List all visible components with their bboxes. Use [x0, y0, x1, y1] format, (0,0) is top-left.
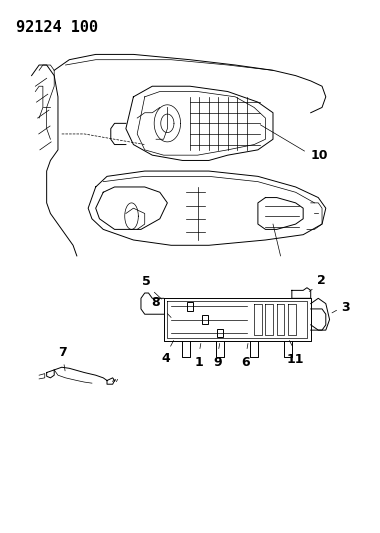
Text: 6: 6 — [242, 356, 250, 369]
Text: 2: 2 — [317, 273, 326, 287]
Text: 7: 7 — [58, 346, 67, 359]
Text: 4: 4 — [161, 352, 170, 366]
Text: 3: 3 — [341, 301, 350, 314]
Text: 11: 11 — [286, 353, 304, 366]
Bar — [187, 302, 193, 311]
Text: 1: 1 — [194, 356, 203, 369]
Text: 9: 9 — [213, 356, 222, 369]
Bar — [202, 316, 208, 324]
Text: 10: 10 — [311, 149, 328, 161]
Text: 8: 8 — [151, 296, 160, 309]
Text: 92124 100: 92124 100 — [16, 20, 98, 35]
Bar — [217, 328, 223, 337]
Text: 5: 5 — [142, 274, 151, 288]
